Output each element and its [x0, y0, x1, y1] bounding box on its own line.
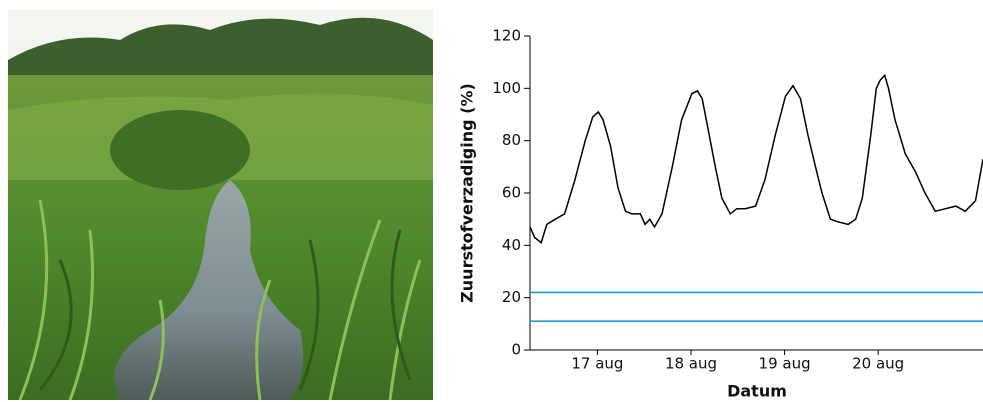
- y-tick-label: 120: [492, 27, 521, 45]
- y-tick-label: 40: [502, 236, 521, 254]
- photo: [8, 10, 433, 401]
- x-tick-label: 20 aug: [852, 355, 904, 373]
- y-tick-label: 60: [502, 184, 521, 202]
- x-tick-label: 18 aug: [665, 355, 717, 373]
- y-tick-label: 80: [502, 131, 521, 149]
- data-line: [529, 73, 983, 244]
- x-tick-label: 17 aug: [571, 355, 623, 373]
- x-axis-title: Datum: [727, 382, 787, 401]
- y-tick-label: 100: [492, 79, 521, 97]
- y-axis-title: Zuurstofverzadiging (%): [458, 83, 477, 303]
- y-tick-label: 0: [511, 341, 521, 359]
- x-tick-label: 19 aug: [759, 355, 811, 373]
- chart: Datum Zuurstofverzadiging (%) 0 20 40 60 80 1…: [458, 27, 983, 401]
- y-tick-label: 20: [502, 288, 521, 306]
